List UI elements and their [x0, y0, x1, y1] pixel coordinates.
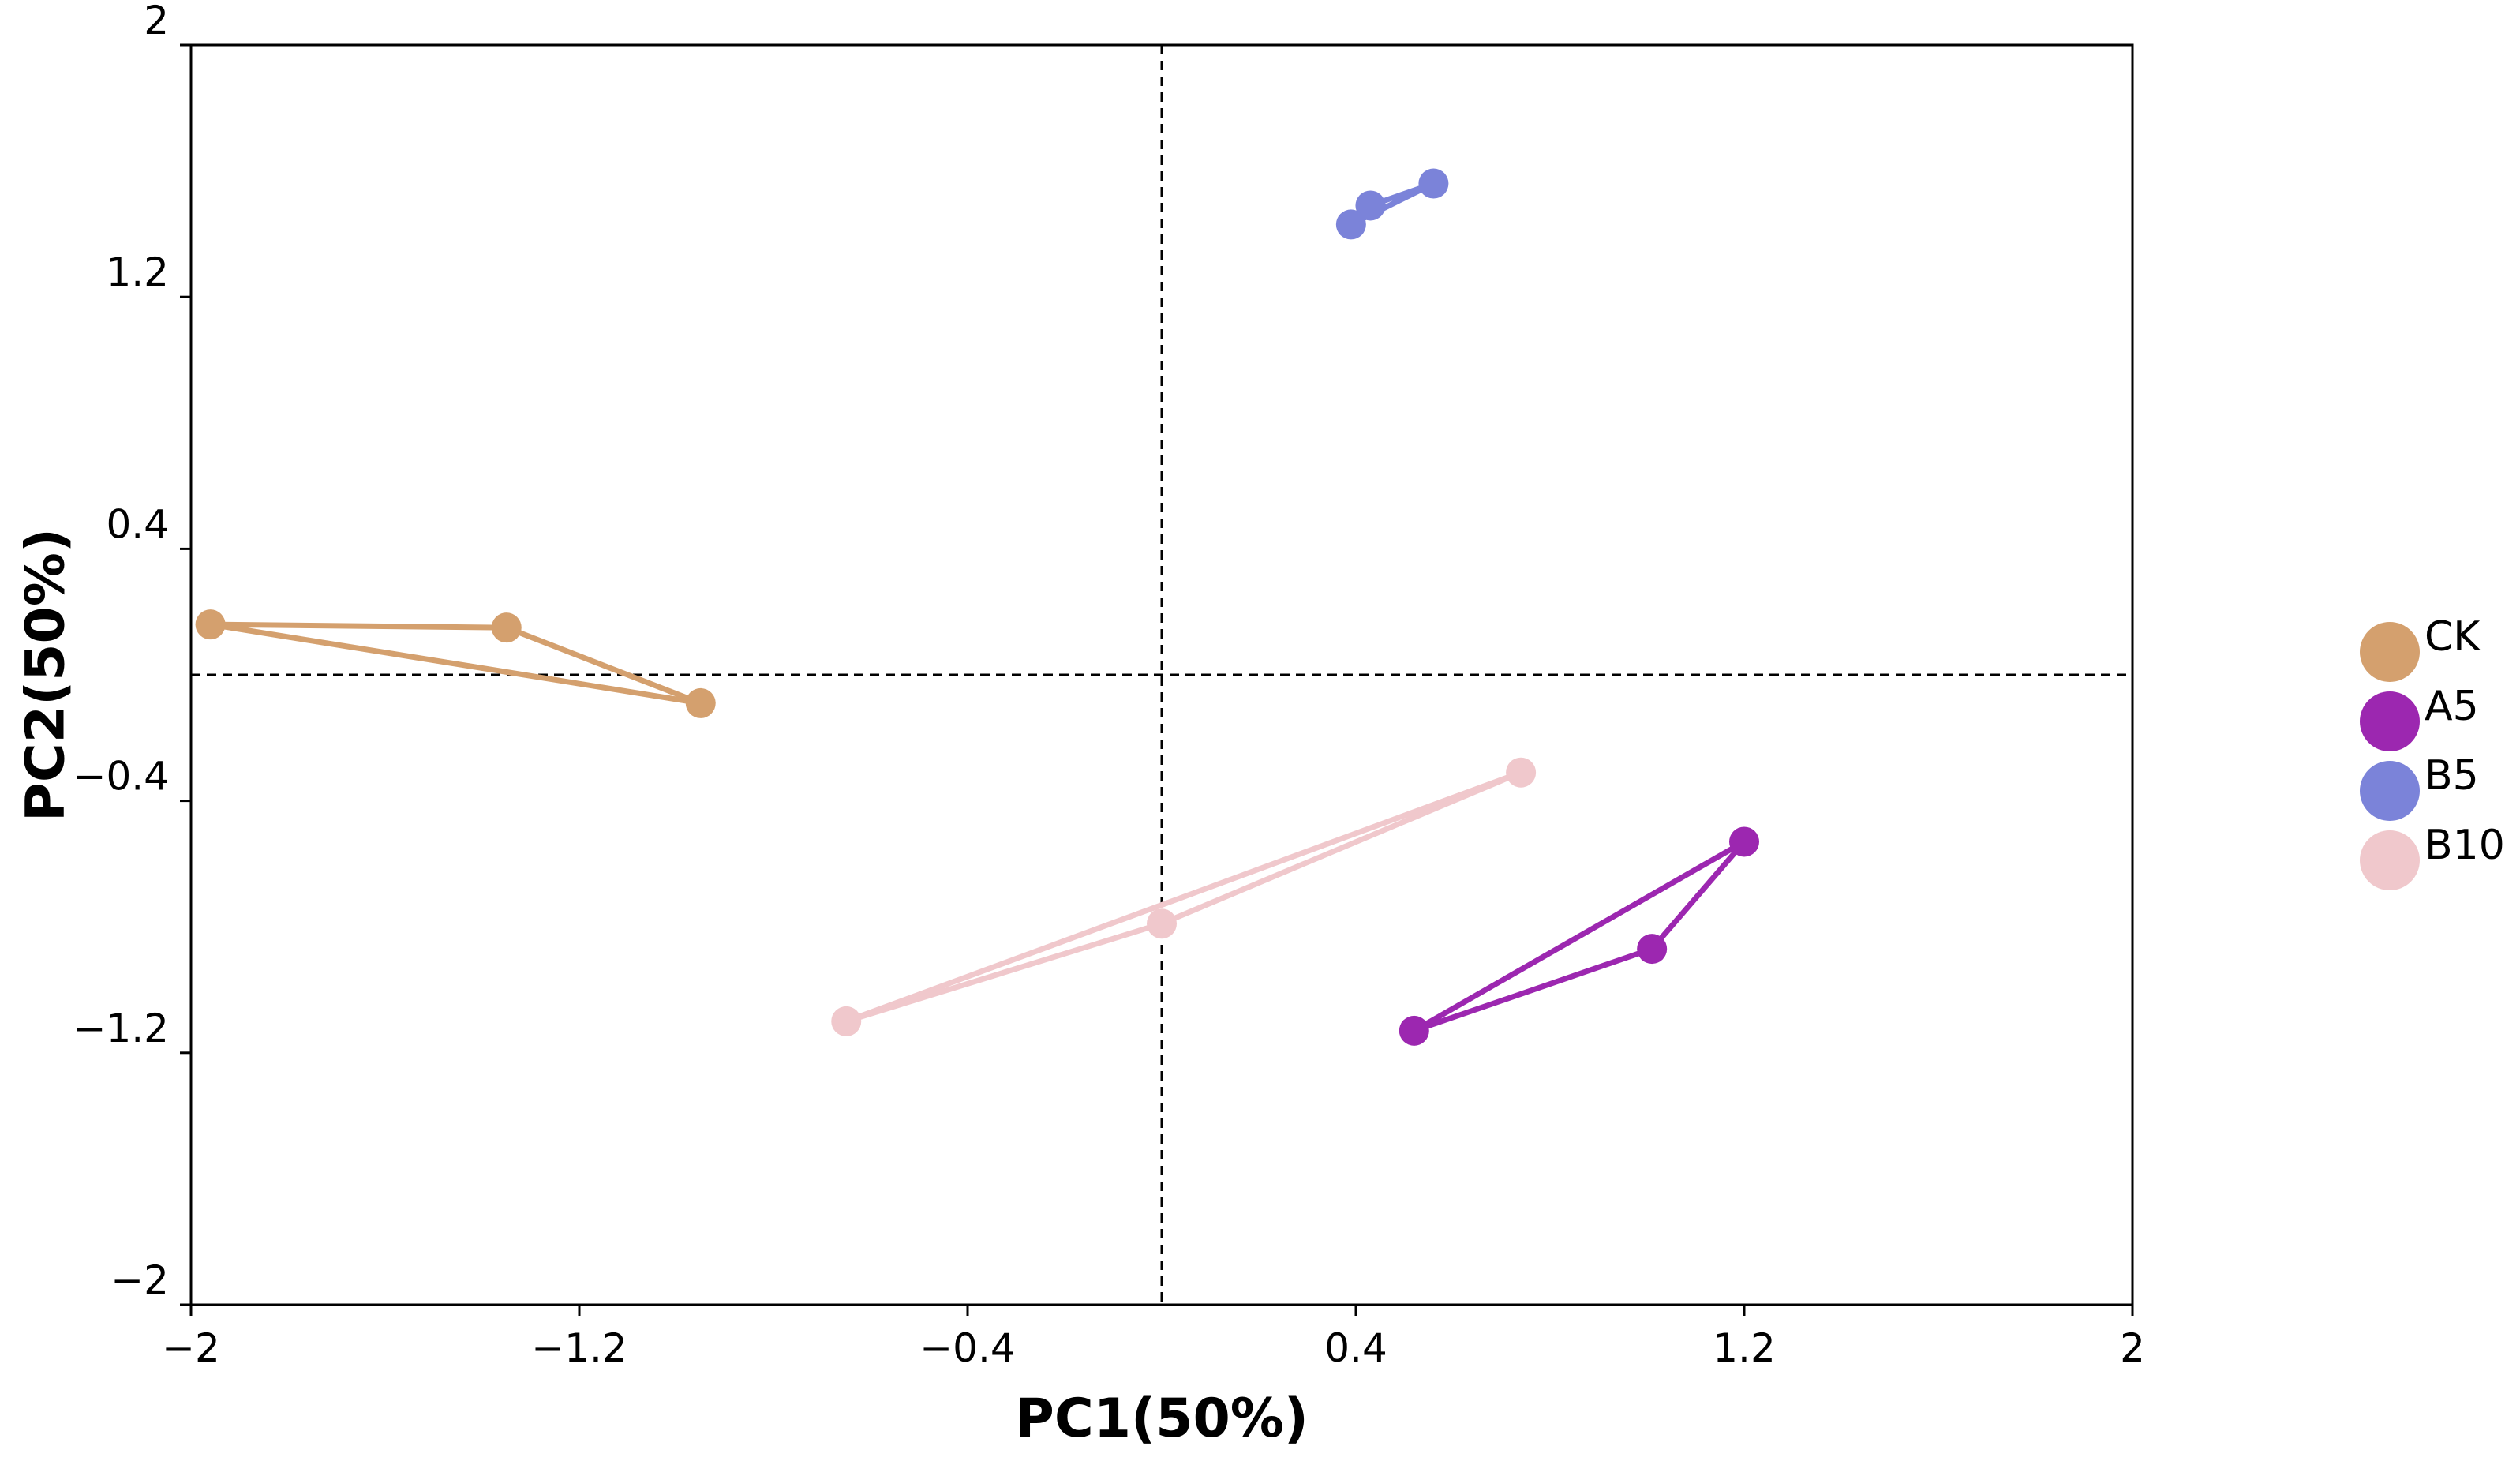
y-tick-label: 1.2: [106, 249, 169, 295]
x-tick-label: −1.2: [531, 1325, 627, 1371]
data-point-b5-1: [1418, 168, 1449, 199]
y-tick-label: −1.2: [73, 1006, 169, 1051]
x-tick-label: 0.4: [1324, 1325, 1387, 1371]
legend-marker-ck: [2360, 622, 2420, 682]
legend-label-a5: A5: [2425, 683, 2479, 730]
reference-lines: [191, 45, 2132, 1305]
x-axis-title: PC1(50%): [1015, 1388, 1309, 1450]
x-tick-label: −0.4: [919, 1325, 1015, 1371]
series-b10: [831, 757, 1537, 1036]
data-point-a5-2: [1637, 934, 1668, 965]
legend-label-b5: B5: [2425, 752, 2479, 800]
y-axis-ticks: −2 −1.2 −0.4 0.4 1.2 2: [73, 0, 191, 1306]
y-tick-label: −0.4: [73, 754, 169, 800]
series-a5: [1399, 826, 1759, 1046]
plot-area-frame: [189, 43, 2134, 1306]
legend-marker-b5: [2360, 761, 2420, 821]
data-point-b5-2: [1355, 190, 1386, 221]
series-outline-a5: [1411, 838, 1747, 1034]
y-tick-label: 2: [144, 0, 169, 43]
x-tick-label: 2: [2120, 1325, 2145, 1371]
data-point-b5-3: [1335, 209, 1366, 240]
series-outline-b10: [843, 770, 1524, 1025]
x-axis-ticks: −2 −1.2 −0.4 0.4 1.2 2: [162, 1305, 2145, 1371]
series-layer: [195, 168, 1759, 1046]
data-point-b10-2: [1147, 908, 1177, 939]
legend-marker-b10: [2360, 830, 2420, 890]
y-axis-title: PC2(50%): [15, 528, 77, 822]
y-tick-label: 0.4: [106, 501, 169, 547]
series-b5: [1335, 168, 1449, 240]
data-point-ck-3: [685, 687, 716, 718]
series-outline-ck: [208, 621, 704, 706]
data-point-ck-1: [195, 609, 226, 640]
y-tick-label: −2: [110, 1257, 169, 1303]
legend-label-b10: B10: [2425, 822, 2505, 869]
legend-label-ck: CK: [2425, 613, 2481, 661]
data-point-b10-1: [1506, 757, 1537, 788]
series-ck: [195, 609, 716, 718]
data-point-a5-3: [1399, 1015, 1429, 1046]
data-point-a5-1: [1729, 826, 1759, 857]
data-point-b10-3: [831, 1006, 862, 1036]
data-point-ck-2: [491, 612, 522, 643]
legend: CK A5 B5 B10: [2360, 613, 2505, 890]
x-tick-label: −2: [162, 1325, 220, 1371]
legend-marker-a5: [2360, 691, 2420, 751]
x-tick-label: 1.2: [1713, 1325, 1776, 1371]
